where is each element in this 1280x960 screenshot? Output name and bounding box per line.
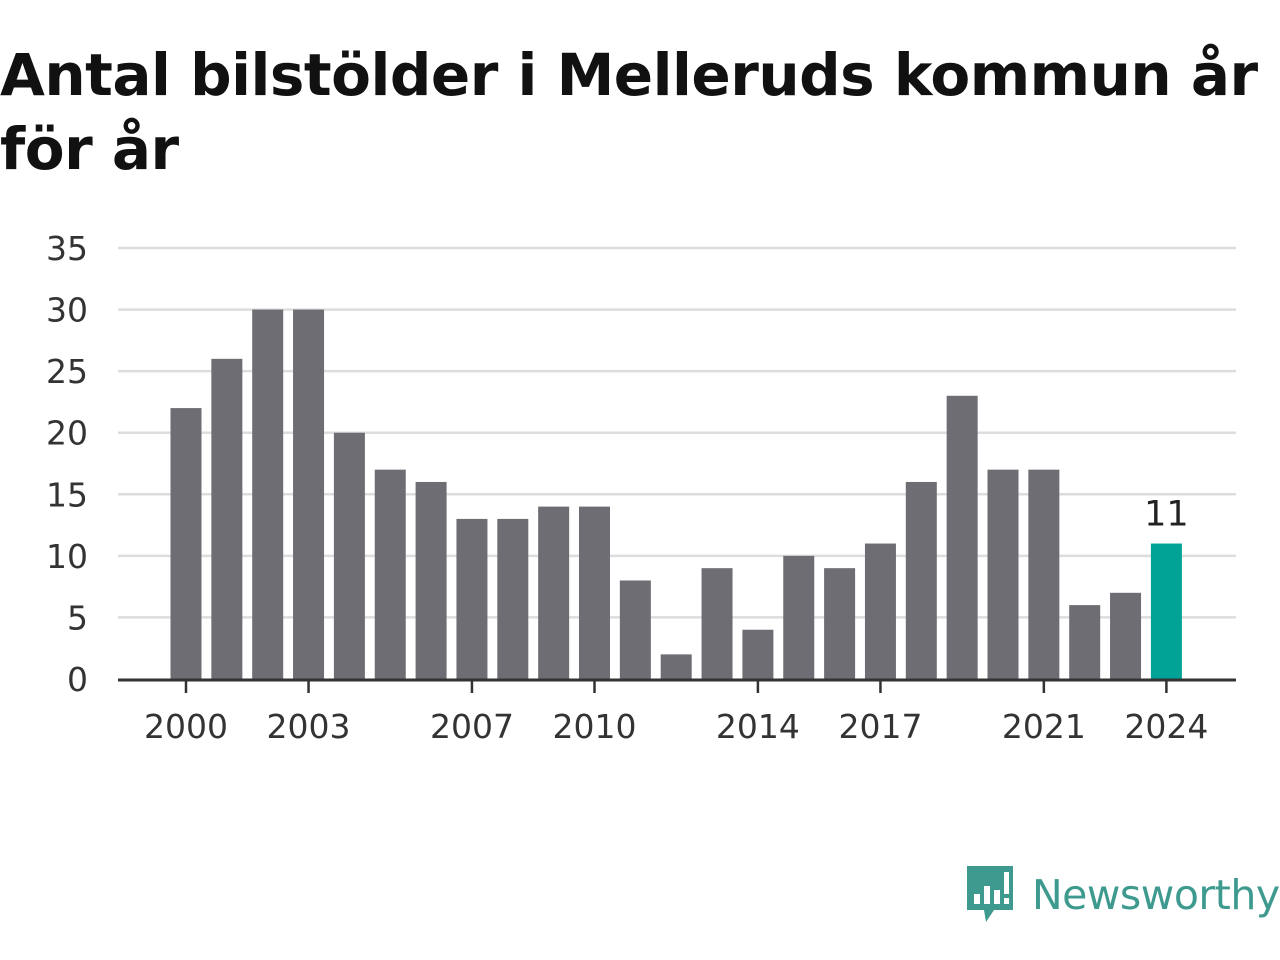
bar-2008 xyxy=(497,518,529,679)
bar-2016 xyxy=(824,568,856,679)
x-tick-label-2010: 2010 xyxy=(553,707,637,746)
x-tick-label-2021: 2021 xyxy=(1002,707,1086,746)
chart-title: Antal bilstölder i Melleruds kommun år f… xyxy=(0,41,1258,183)
newsworthy-logo: Newsworthy xyxy=(964,862,1280,928)
brand-name: Newsworthy xyxy=(1032,871,1280,919)
gridlines xyxy=(118,246,1236,619)
data-label-2024: 11 xyxy=(1144,495,1189,535)
bar-2015 xyxy=(783,555,815,679)
bar-2023 xyxy=(1110,592,1142,679)
data-labels: 11 xyxy=(1144,495,1189,535)
y-tick-label-5: 5 xyxy=(67,598,88,637)
y-tick-label-35: 35 xyxy=(46,229,88,268)
bar-2021 xyxy=(1028,469,1060,679)
x-tick-label-2007: 2007 xyxy=(430,707,514,746)
bar-2018 xyxy=(905,481,937,679)
x-tick-label-2024: 2024 xyxy=(1124,707,1208,746)
bar-2013 xyxy=(701,568,733,679)
x-tick-label-2017: 2017 xyxy=(838,707,922,746)
y-tick-label-20: 20 xyxy=(46,414,88,453)
x-axis-ticks: 2000 2003 2007 2010 2014 2017 2021 2024 xyxy=(144,680,1208,746)
bar-2000 xyxy=(170,408,202,679)
bar-2005 xyxy=(374,469,406,679)
bar-2010 xyxy=(579,506,610,679)
bar-2022 xyxy=(1069,605,1101,679)
y-tick-label-0: 0 xyxy=(67,660,88,699)
bars xyxy=(170,309,1182,679)
bar-2003 xyxy=(293,309,325,679)
bar-2019 xyxy=(946,395,978,679)
newsworthy-logo-icon xyxy=(967,866,1013,922)
x-tick-label-2003: 2003 xyxy=(267,707,351,746)
bar-2004 xyxy=(333,432,365,679)
y-tick-label-15: 15 xyxy=(46,475,88,514)
bar-2012 xyxy=(660,654,692,679)
bar-2024 xyxy=(1150,543,1182,679)
y-tick-label-10: 10 xyxy=(46,537,88,576)
bar-2014 xyxy=(742,629,774,679)
bar-2011 xyxy=(619,580,651,679)
bar-2006 xyxy=(415,481,447,679)
bar-2009 xyxy=(538,506,570,679)
bar-2007 xyxy=(456,518,488,679)
y-tick-label-25: 25 xyxy=(46,352,88,391)
bar-2020 xyxy=(987,469,1019,679)
bar-2017 xyxy=(864,543,896,679)
y-tick-label-30: 30 xyxy=(46,291,88,330)
x-tick-label-2014: 2014 xyxy=(716,707,800,746)
bar-2002 xyxy=(252,309,284,679)
x-tick-label-2000: 2000 xyxy=(144,707,228,746)
bar-2001 xyxy=(211,358,243,679)
y-axis-ticks: 0 5 10 15 20 25 30 35 xyxy=(46,229,88,699)
